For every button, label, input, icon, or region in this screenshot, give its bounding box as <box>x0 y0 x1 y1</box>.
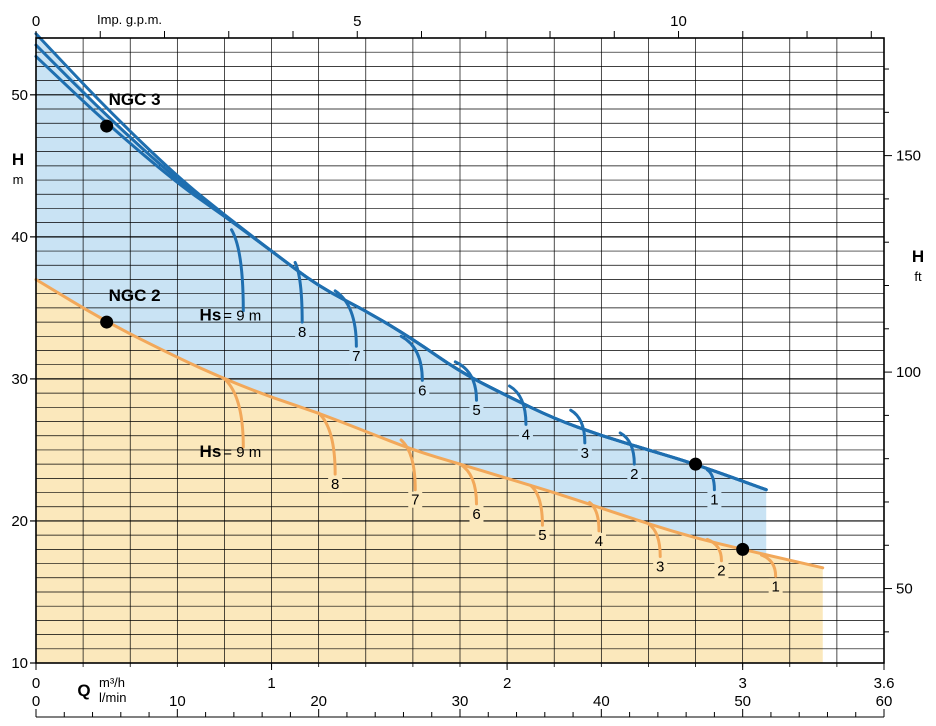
top-tick-label-0: 0 <box>32 13 40 30</box>
ngc2-suction-label-bg <box>535 527 550 544</box>
ngc3-hs-label: Hs <box>200 306 222 325</box>
ngc2-suction-curve-1 <box>760 553 778 578</box>
right-tick-label-50: 50 <box>896 581 913 598</box>
ngc2-suction-label-6: 6 <box>472 506 480 523</box>
ngc3-point <box>100 119 114 133</box>
ngc3-curve-3 <box>34 54 768 492</box>
bottom-lmin-label-40: 40 <box>593 693 610 710</box>
ngc3-suction-label-bg <box>349 348 364 365</box>
bottom-m3h-label-2: 2 <box>503 675 511 692</box>
ngc2-hs-value: = 9 m <box>223 444 261 461</box>
ngc2-suction-label-bg <box>653 558 668 575</box>
ngc3-suction-curve-8 <box>293 260 304 324</box>
bottom-m3h-label-3.6: 3.6 <box>874 675 895 692</box>
ngc3-suction-label-2: 2 <box>630 466 638 483</box>
ngc2-suction-label-8: 8 <box>331 476 339 493</box>
ngc2-suction-label-7: 7 <box>411 492 419 509</box>
right-tick-label-100: 100 <box>896 364 921 381</box>
ngc3-suction-curve-7 <box>333 289 358 348</box>
top-axis-label: Imp. g.p.m. <box>97 12 162 27</box>
ngc2-suction-curve-6 <box>458 462 478 506</box>
ngc3-suction-curve-6 <box>399 334 424 382</box>
top-tick-label-10: 10 <box>670 13 687 30</box>
ngc3-end-point <box>689 457 703 471</box>
ngc3-suction-curve-Hs <box>230 228 245 313</box>
left-axis-label: H <box>12 150 24 169</box>
ngc3-suction-label-7: 7 <box>352 348 360 365</box>
left-tick-label-40: 40 <box>11 229 28 246</box>
right-axis-unit: ft <box>914 269 922 284</box>
ngc3-suction-curve-2 <box>618 431 636 466</box>
ngc2-suction-label-bg <box>408 491 423 508</box>
ngc3-suction-label-8: 8 <box>298 324 306 341</box>
ngc2-suction-curve-3 <box>646 522 662 558</box>
bottom-lmin-label-20: 20 <box>310 693 327 710</box>
ngc3-suction-curve-3 <box>569 408 587 445</box>
ngc2-suction-label-3: 3 <box>656 558 664 575</box>
ngc3-suction-label-5: 5 <box>472 402 480 419</box>
bottom-m3h-label-0: 0 <box>32 675 40 692</box>
left-tick-label-50: 50 <box>11 87 28 104</box>
ngc3-suction-label-4: 4 <box>522 426 530 443</box>
left-axis-unit: m <box>13 172 24 187</box>
ngc3-suction-curve-4 <box>507 384 528 426</box>
ngc2-suction-curve-4 <box>588 500 601 533</box>
bottom-lmin-label-60: 60 <box>876 693 893 710</box>
ngc2-suction-label-1: 1 <box>771 578 779 595</box>
bottom-lmin-label-0: 0 <box>32 693 40 710</box>
ngc3-suction-label-1: 1 <box>710 492 718 509</box>
bottom-m3h-unit: m³/h <box>99 675 125 690</box>
ngc3-suction-label-bg <box>518 426 533 443</box>
left-tick-label-20: 20 <box>11 513 28 530</box>
ngc3-label: NGC 3 <box>109 90 161 109</box>
ngc3-suction-label-bg <box>415 382 430 399</box>
right-axis-label: H <box>912 247 924 266</box>
bottom-lmin-label-50: 50 <box>734 693 751 710</box>
ngc2-label: NGC 2 <box>109 286 161 305</box>
ngc2-suction-curve-Hs <box>222 377 245 449</box>
ngc2-suction-label-bg <box>591 532 606 549</box>
bottom-m3h-label-1: 1 <box>267 675 275 692</box>
ngc3-suction-label-6: 6 <box>418 382 426 399</box>
ngc2-point <box>100 315 114 329</box>
ngc3-suction-label-3: 3 <box>581 445 589 462</box>
ngc2-hs-label: Hs <box>200 442 222 461</box>
bottom-lmin-label-30: 30 <box>452 693 469 710</box>
ngc2-suction-label-bg <box>469 505 484 522</box>
bottom-lmin-label-10: 10 <box>169 693 186 710</box>
ngc3-suction-label-bg <box>627 466 642 483</box>
bottom-lmin-unit: l/min <box>99 690 126 705</box>
ngc2-suction-label-5: 5 <box>538 527 546 544</box>
bottom-axis-label: Q <box>77 681 90 700</box>
ngc2-suction-curve-2 <box>705 537 723 563</box>
ngc2-suction-curve-7 <box>399 438 417 492</box>
ngc3-suction-curve-1 <box>705 468 716 492</box>
ngc3-suction-label-bg <box>707 491 722 508</box>
left-tick-label-10: 10 <box>11 655 28 672</box>
ngc2-suction-label-bg <box>714 562 729 579</box>
left-tick-label-30: 30 <box>11 371 28 388</box>
ngc3-hs-value: = 9 m <box>223 308 261 325</box>
ngc2-suction-label-2: 2 <box>717 563 725 580</box>
ngc2-end-point <box>736 542 750 556</box>
top-tick-label-5: 5 <box>353 13 361 30</box>
right-tick-label-150: 150 <box>896 148 921 165</box>
ngc2-suction-curve-8 <box>317 411 337 476</box>
ngc3-suction-label-bg <box>295 324 310 341</box>
ngc3-suction-curve-5 <box>453 360 478 402</box>
ngc2-suction-label-bg <box>768 578 783 595</box>
ngc2-suction-curve-5 <box>529 483 544 527</box>
ngc2-area <box>36 279 823 663</box>
ngc2-suction-label-bg <box>328 476 343 493</box>
bottom-m3h-label-3: 3 <box>738 675 746 692</box>
ngc2-curve-1 <box>34 277 825 570</box>
ngc2-suction-label-4: 4 <box>595 533 603 550</box>
ngc3-suction-label-bg <box>469 402 484 419</box>
ngc3-suction-label-bg <box>577 444 592 461</box>
grid <box>36 38 884 663</box>
